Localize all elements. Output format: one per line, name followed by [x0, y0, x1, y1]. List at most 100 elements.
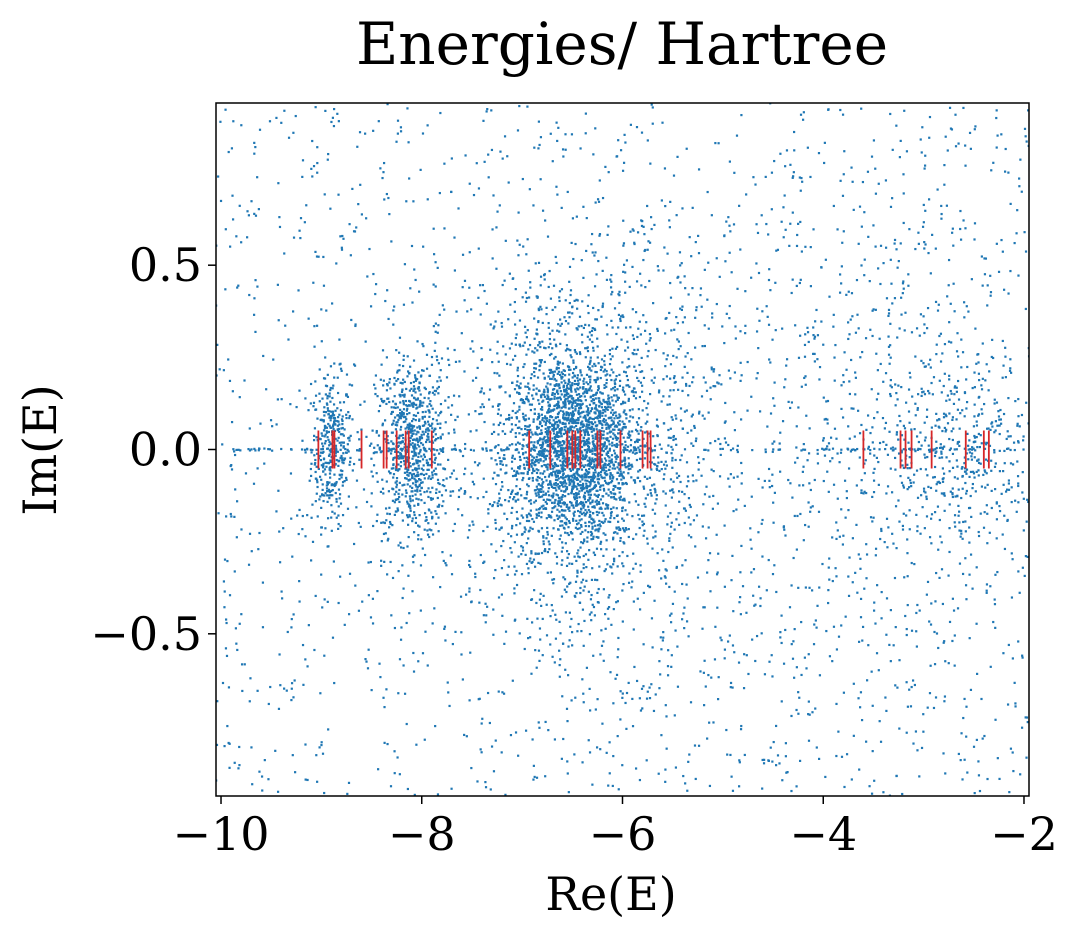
scatter-point — [649, 492, 652, 495]
scatter-point — [365, 500, 369, 504]
scatter-point — [335, 500, 338, 503]
scatter-point — [525, 353, 528, 356]
scatter-point — [962, 520, 965, 524]
scatter-point — [346, 507, 350, 510]
scatter-point — [550, 485, 554, 489]
scatter-point — [326, 483, 329, 486]
scatter-point — [711, 507, 714, 510]
scatter-point — [539, 444, 542, 447]
scatter-point — [588, 412, 591, 415]
scatter-point — [686, 371, 689, 375]
scatter-point — [336, 391, 340, 395]
scatter-point — [377, 434, 381, 437]
scatter-point — [965, 472, 968, 475]
scatter-point — [571, 421, 574, 424]
scatter-point — [591, 327, 594, 330]
scatter-point — [589, 514, 592, 518]
scatter-point — [429, 400, 432, 403]
scatter-point — [603, 408, 606, 412]
scatter-point — [575, 446, 579, 450]
scatter-point — [1017, 440, 1020, 443]
scatter-point — [588, 331, 592, 334]
scatter-point — [870, 670, 873, 673]
scatter-point — [564, 460, 567, 463]
scatter-point — [480, 358, 484, 361]
scatter-point — [553, 482, 556, 485]
scatter-point — [595, 547, 599, 550]
scatter-point — [326, 494, 329, 497]
scatter-point — [575, 382, 578, 386]
scatter-point — [630, 463, 633, 466]
scatter-point — [831, 536, 834, 539]
scatter-point — [561, 509, 564, 512]
scatter-point — [680, 262, 683, 265]
scatter-point — [650, 379, 653, 382]
scatter-point — [443, 625, 447, 628]
scatter-point — [544, 457, 547, 460]
scatter-point — [607, 455, 610, 458]
scatter-point — [635, 451, 638, 454]
scatter-point — [406, 500, 409, 503]
scatter-point — [431, 441, 435, 444]
scatter-point — [572, 361, 575, 364]
scatter-point — [656, 464, 659, 468]
scatter-point — [797, 222, 800, 225]
scatter-point — [598, 429, 601, 432]
scatter-point — [594, 370, 597, 374]
scatter-point — [518, 392, 521, 395]
scatter-point — [426, 461, 430, 464]
scatter-point — [412, 385, 416, 388]
scatter-point — [589, 395, 593, 398]
scatter-point — [546, 433, 549, 436]
scatter-point — [326, 461, 329, 465]
scatter-point — [568, 431, 571, 434]
scatter-point — [622, 244, 625, 247]
scatter-point — [402, 399, 405, 403]
scatter-point — [916, 408, 919, 411]
scatter-point — [985, 504, 988, 507]
scatter-point — [591, 567, 594, 570]
scatter-point — [370, 457, 373, 460]
scatter-point — [497, 499, 500, 503]
scatter-point — [800, 385, 803, 388]
scatter-point — [606, 504, 610, 507]
scatter-point — [574, 350, 577, 354]
scatter-point — [613, 428, 616, 431]
scatter-point — [593, 477, 596, 480]
scatter-point — [656, 329, 659, 332]
scatter-point — [613, 497, 616, 500]
scatter-point — [593, 465, 596, 468]
scatter-point — [561, 546, 564, 549]
scatter-point — [316, 417, 319, 420]
scatter-point — [426, 432, 430, 435]
scatter-point — [559, 470, 562, 473]
scatter-point — [723, 657, 726, 660]
scatter-point — [984, 486, 987, 489]
scatter-point — [575, 418, 578, 422]
scatter-point — [624, 444, 627, 447]
scatter-point — [595, 428, 598, 431]
scatter-point — [994, 420, 997, 423]
scatter-point — [561, 444, 564, 447]
scatter-point — [565, 487, 569, 491]
scatter-point — [386, 435, 389, 438]
scatter-point — [567, 507, 570, 511]
scatter-point — [602, 437, 605, 440]
scatter-point — [421, 404, 424, 407]
scatter-point — [534, 347, 537, 350]
scatter-point — [602, 419, 605, 422]
scatter-point — [325, 487, 329, 490]
scatter-point — [414, 493, 417, 496]
scatter-point — [408, 514, 411, 517]
scatter-point — [615, 478, 619, 481]
scatter-point — [583, 498, 587, 501]
scatter-point — [528, 500, 531, 503]
scatter-point — [1009, 358, 1012, 361]
scatter-point — [420, 374, 423, 377]
scatter-point — [411, 432, 414, 435]
scatter-point — [673, 328, 676, 331]
scatter-point — [501, 463, 504, 466]
scatter-point — [533, 460, 536, 463]
scatter-point — [584, 399, 587, 402]
scatter-point — [343, 428, 346, 431]
